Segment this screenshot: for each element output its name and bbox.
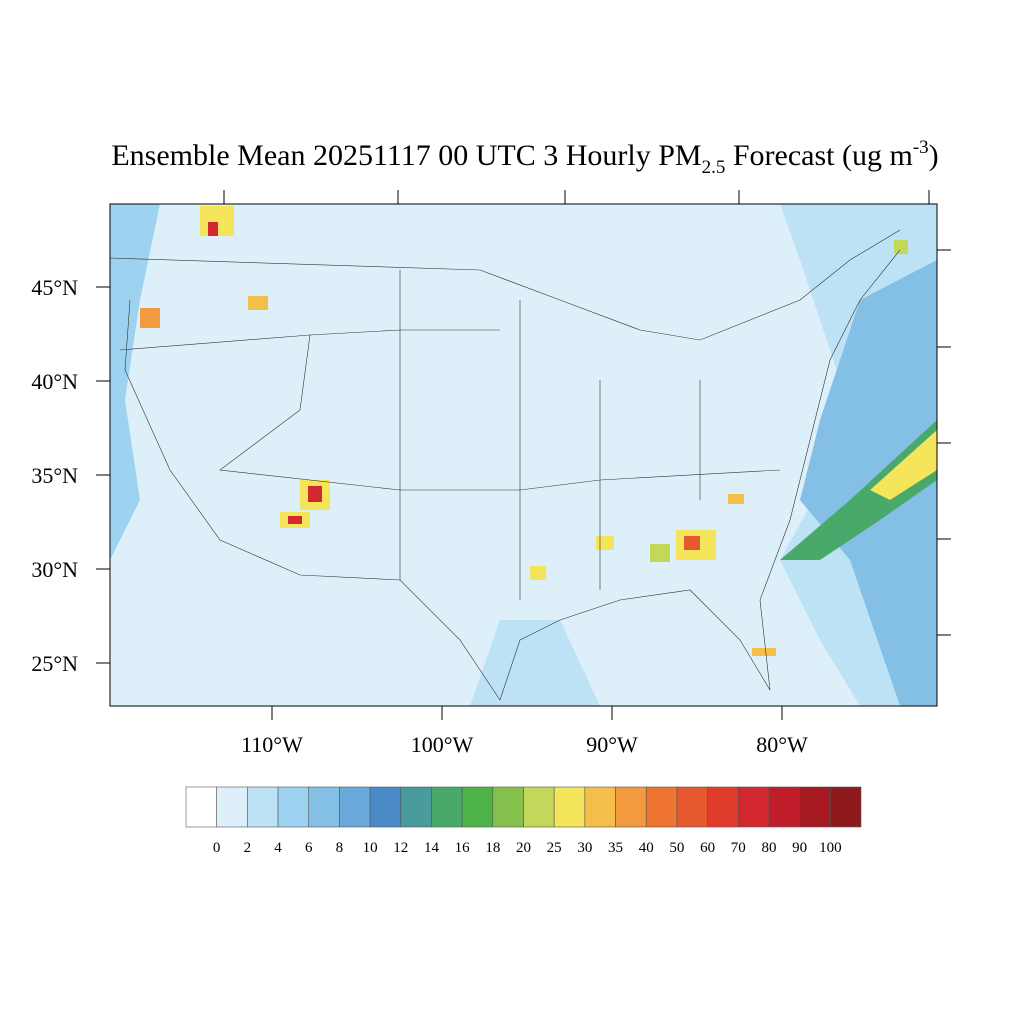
lat-label: 30°N bbox=[31, 557, 78, 582]
colorbar-label: 18 bbox=[485, 840, 500, 856]
colorbar-box bbox=[799, 786, 831, 828]
title-units: Forecast (ug m bbox=[725, 139, 912, 172]
colorbar-box bbox=[277, 786, 310, 828]
colorbar-label: 0 bbox=[213, 840, 221, 856]
lat-label: 25°N bbox=[31, 651, 78, 676]
colorbar-box bbox=[308, 786, 340, 828]
colorbar-box bbox=[707, 786, 739, 828]
colorbar-box bbox=[523, 786, 555, 828]
map-frame bbox=[109, 203, 938, 707]
colorbar-label: 35 bbox=[608, 840, 623, 856]
colorbar-label: 12 bbox=[393, 840, 408, 856]
title-subscript: 2.5 bbox=[702, 157, 726, 178]
colorbar-label: 4 bbox=[274, 840, 282, 856]
colorbar-label: 10 bbox=[363, 840, 378, 856]
map bbox=[109, 203, 938, 707]
colorbar-label: 90 bbox=[792, 840, 807, 856]
lon-label: 90°W bbox=[586, 732, 638, 757]
colorbar-label: 16 bbox=[455, 840, 471, 856]
colorbar-box bbox=[584, 786, 616, 828]
lat-label: 40°N bbox=[31, 369, 78, 394]
colorbar-label: 6 bbox=[305, 840, 313, 856]
lon-label: 100°W bbox=[411, 732, 474, 757]
colorbar-label: 40 bbox=[639, 840, 654, 856]
colorbar-box bbox=[431, 786, 463, 828]
colorbar-label: 50 bbox=[669, 840, 684, 856]
colorbar-box bbox=[737, 786, 770, 828]
colorbar-box bbox=[369, 786, 402, 828]
colorbar: 0 2 4 6 8 10 12 14 16 18 20 25 30 35 40 50 60 70 80 90 100 bbox=[185, 786, 862, 856]
colorbar-label: 30 bbox=[577, 840, 592, 856]
hotspots bbox=[140, 206, 908, 656]
colorbar-box bbox=[400, 786, 432, 828]
colorbar-box bbox=[216, 786, 248, 828]
colorbar-label: 80 bbox=[761, 840, 776, 856]
title-close: ) bbox=[929, 139, 939, 172]
colorbar-box bbox=[339, 786, 371, 828]
colorbar-label: 14 bbox=[424, 840, 440, 856]
colorbar-label: 60 bbox=[700, 840, 715, 856]
colorbar-box bbox=[185, 786, 217, 828]
colorbar-box bbox=[461, 786, 494, 828]
colorbar-box bbox=[247, 786, 279, 828]
state-borders bbox=[119, 270, 781, 600]
colorbar-label: 20 bbox=[516, 840, 531, 856]
lon-label: 110°W bbox=[241, 732, 303, 757]
colorbar-label: 100 bbox=[819, 840, 842, 856]
colorbar-box bbox=[645, 786, 678, 828]
lat-label: 35°N bbox=[31, 463, 78, 488]
lon-label: 80°W bbox=[756, 732, 808, 757]
colorbar-label: 2 bbox=[244, 840, 252, 856]
colorbar-label: 8 bbox=[336, 840, 344, 856]
title: Ensemble Mean 20251117 00 UTC 3 Hourly P… bbox=[111, 137, 938, 178]
gulf bbox=[470, 620, 600, 706]
colorbar-box bbox=[615, 786, 647, 828]
lat-label: 45°N bbox=[31, 275, 78, 300]
colorbar-box bbox=[676, 786, 708, 828]
colorbar-label: 70 bbox=[731, 840, 746, 856]
colorbar-box bbox=[492, 786, 524, 828]
plume-peak bbox=[870, 430, 937, 500]
ocean-west bbox=[110, 204, 160, 560]
colorbar-label: 25 bbox=[547, 840, 562, 856]
colorbar-box bbox=[768, 786, 800, 828]
title-main: Ensemble Mean 20251117 00 UTC 3 Hourly P… bbox=[111, 139, 701, 172]
colorbar-box bbox=[830, 786, 862, 828]
coastline bbox=[109, 229, 901, 701]
title-superscript: -3 bbox=[913, 137, 929, 158]
axes: 45°N 40°N 35°N 30°N 25°N 110°W 100°W 90°W 80°W bbox=[31, 190, 951, 757]
colorbar-box bbox=[553, 786, 586, 828]
